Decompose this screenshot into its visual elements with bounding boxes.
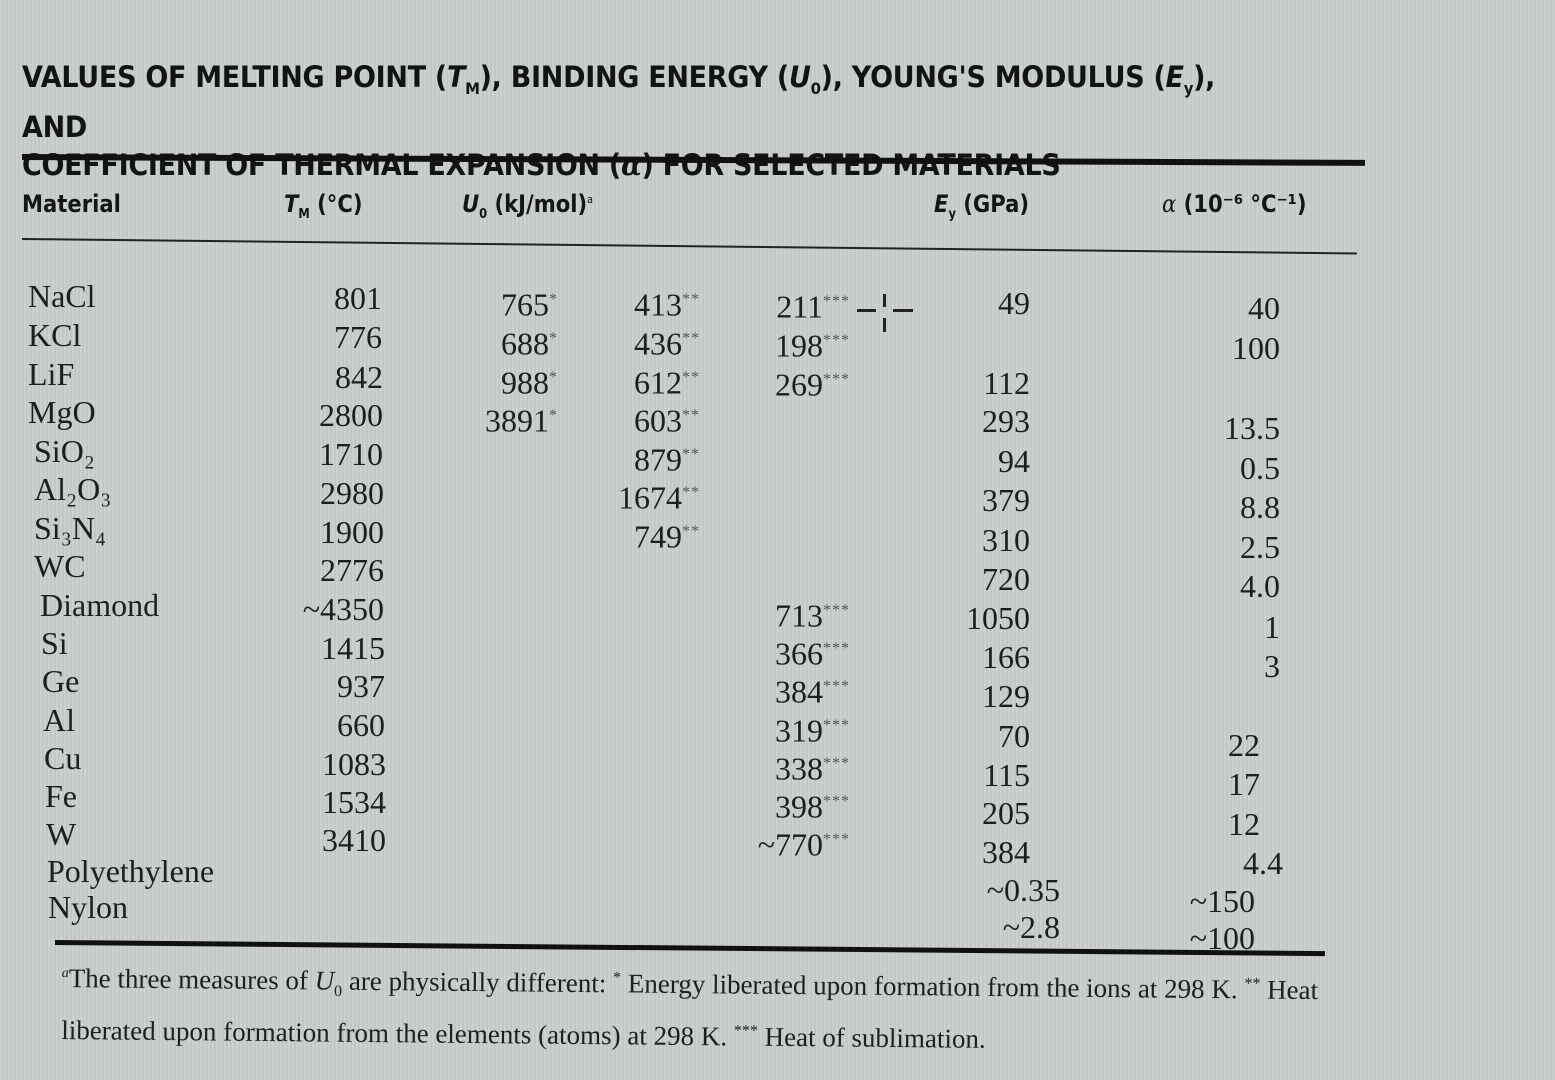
binding-energy-atoms-value: 436** bbox=[634, 325, 700, 362]
binding-energy-atoms-value: 413** bbox=[634, 286, 700, 323]
binding-energy-atoms-value: 612** bbox=[634, 364, 700, 401]
melting-point-value: 2980 bbox=[320, 475, 384, 511]
header-rule bbox=[21, 238, 1357, 255]
thermal-expansion-value: 100 bbox=[1232, 330, 1280, 366]
crosshair-mark-icon bbox=[857, 294, 913, 332]
material-name: KCl bbox=[28, 317, 82, 353]
youngs-modulus-value: 49 bbox=[998, 285, 1030, 321]
bottom-rule bbox=[54, 940, 1325, 957]
melting-point-value: 1710 bbox=[319, 436, 383, 472]
melting-point-value: 776 bbox=[334, 319, 382, 355]
thermal-expansion-value: 4.0 bbox=[1240, 568, 1280, 604]
material-name: LiF bbox=[28, 356, 75, 392]
binding-energy-atoms-value: 749** bbox=[634, 518, 700, 555]
melting-point-value: 937 bbox=[337, 668, 385, 704]
youngs-modulus-value: 310 bbox=[982, 522, 1030, 558]
binding-energy-sublimation-value: 198*** bbox=[775, 327, 850, 364]
thermal-expansion-value: 8.8 bbox=[1240, 489, 1280, 525]
thermal-expansion-value: 12 bbox=[1228, 806, 1260, 842]
material-name: SiO₂ bbox=[34, 433, 95, 469]
material-name: Si₃N₄ bbox=[34, 510, 107, 546]
binding-energy-sublimation-value: 211*** bbox=[776, 288, 850, 325]
thermal-expansion-value: 2.5 bbox=[1240, 529, 1280, 565]
table-title: VALUES OF MELTING POINT (TM), BINDING EN… bbox=[22, 58, 1268, 184]
thermal-expansion-value: 0.5 bbox=[1240, 450, 1280, 486]
melting-point-value: 1083 bbox=[322, 746, 386, 782]
thermal-expansion-value: 22 bbox=[1228, 727, 1260, 763]
binding-energy-sublimation-value: 713*** bbox=[775, 597, 850, 634]
thermal-expansion-value: 13.5 bbox=[1224, 410, 1280, 446]
melting-point-value: 660 bbox=[337, 707, 385, 743]
youngs-modulus-value: 112 bbox=[983, 365, 1030, 401]
binding-energy-ions-value: 688* bbox=[501, 325, 558, 362]
melting-point-value: 3410 bbox=[322, 822, 386, 858]
material-name: Diamond bbox=[40, 587, 160, 623]
binding-energy-sublimation-value: 366*** bbox=[775, 635, 850, 672]
column-headers: Material TM (°C) U0 (kJ/mol)a Ey (GPa) α… bbox=[22, 190, 1362, 240]
youngs-modulus-value: 293 bbox=[982, 403, 1030, 439]
binding-energy-sublimation-value: 319*** bbox=[775, 712, 850, 749]
header-material: Material bbox=[22, 190, 121, 218]
material-name: Nylon bbox=[48, 889, 128, 925]
title-line-2: COEFFICIENT OF THERMAL EXPANSION (α) FOR… bbox=[22, 147, 1061, 182]
material-name: Fe bbox=[45, 778, 77, 814]
youngs-modulus-value: 129 bbox=[982, 678, 1030, 714]
thermal-expansion-value: 40 bbox=[1248, 290, 1280, 326]
thermal-expansion-value: ~150 bbox=[1189, 883, 1255, 919]
youngs-modulus-value: 166 bbox=[982, 639, 1030, 675]
binding-energy-sublimation-value: ~770*** bbox=[757, 826, 850, 863]
thermal-expansion-value: 17 bbox=[1228, 766, 1260, 802]
material-name: Ge bbox=[42, 663, 80, 699]
melting-point-value: 1534 bbox=[322, 784, 386, 820]
material-name: NaCl bbox=[28, 278, 96, 314]
binding-energy-ions-value: 988* bbox=[501, 364, 558, 401]
binding-energy-ions-value: 3891* bbox=[485, 402, 558, 439]
title-line-1: VALUES OF MELTING POINT (TM), BINDING EN… bbox=[22, 60, 1216, 144]
melting-point-value: 842 bbox=[335, 359, 383, 395]
youngs-modulus-value: ~0.35 bbox=[986, 872, 1060, 908]
binding-energy-sublimation-value: 269*** bbox=[775, 366, 850, 403]
thermal-expansion-value: 1 bbox=[1264, 609, 1280, 645]
binding-energy-sublimation-value: 338*** bbox=[775, 750, 850, 787]
header-melting-point: TM (°C) bbox=[284, 190, 363, 222]
youngs-modulus-value: 94 bbox=[998, 443, 1030, 479]
melting-point-value: 1415 bbox=[321, 630, 385, 666]
binding-energy-atoms-value: 1674** bbox=[618, 479, 700, 516]
header-thermal-expansion: α (10⁻⁶ °C⁻¹) bbox=[1162, 190, 1307, 218]
binding-energy-atoms-value: 603** bbox=[634, 402, 700, 439]
youngs-modulus-value: 720 bbox=[982, 561, 1030, 597]
material-name: Cu bbox=[44, 740, 82, 776]
header-binding-energy: U0 (kJ/mol)a bbox=[462, 190, 594, 222]
binding-energy-sublimation-value: 398*** bbox=[775, 788, 850, 825]
youngs-modulus-value: 70 bbox=[998, 718, 1030, 754]
thermal-expansion-value: 4.4 bbox=[1243, 845, 1283, 881]
youngs-modulus-value: 205 bbox=[982, 795, 1030, 831]
footnote: aThe three measures of U0 are physically… bbox=[61, 963, 1319, 1055]
material-name: W bbox=[46, 816, 77, 852]
material-name: Al₂O₃ bbox=[34, 471, 112, 507]
material-name: WC bbox=[34, 548, 86, 584]
melting-point-value: 2800 bbox=[319, 397, 383, 433]
melting-point-value: 1900 bbox=[320, 514, 384, 550]
material-name: MgO bbox=[28, 394, 96, 430]
youngs-modulus-value: 1050 bbox=[966, 600, 1030, 636]
melting-point-value: 801 bbox=[334, 280, 382, 316]
material-name: Polyethylene bbox=[47, 853, 215, 889]
melting-point-value: 2776 bbox=[320, 552, 384, 588]
material-name: Al bbox=[43, 702, 75, 738]
binding-energy-sublimation-value: 384*** bbox=[775, 673, 850, 710]
youngs-modulus-value: ~2.8 bbox=[1002, 909, 1060, 945]
binding-energy-atoms-value: 879** bbox=[634, 441, 700, 478]
binding-energy-ions-value: 765* bbox=[501, 286, 558, 323]
youngs-modulus-value: 384 bbox=[982, 834, 1030, 870]
youngs-modulus-value: 115 bbox=[983, 757, 1030, 793]
youngs-modulus-value: 379 bbox=[982, 482, 1030, 518]
material-name: Si bbox=[41, 625, 68, 661]
header-youngs-modulus: Ey (GPa) bbox=[934, 190, 1030, 222]
thermal-expansion-value: 3 bbox=[1264, 648, 1280, 684]
melting-point-value: ~4350 bbox=[302, 591, 384, 627]
